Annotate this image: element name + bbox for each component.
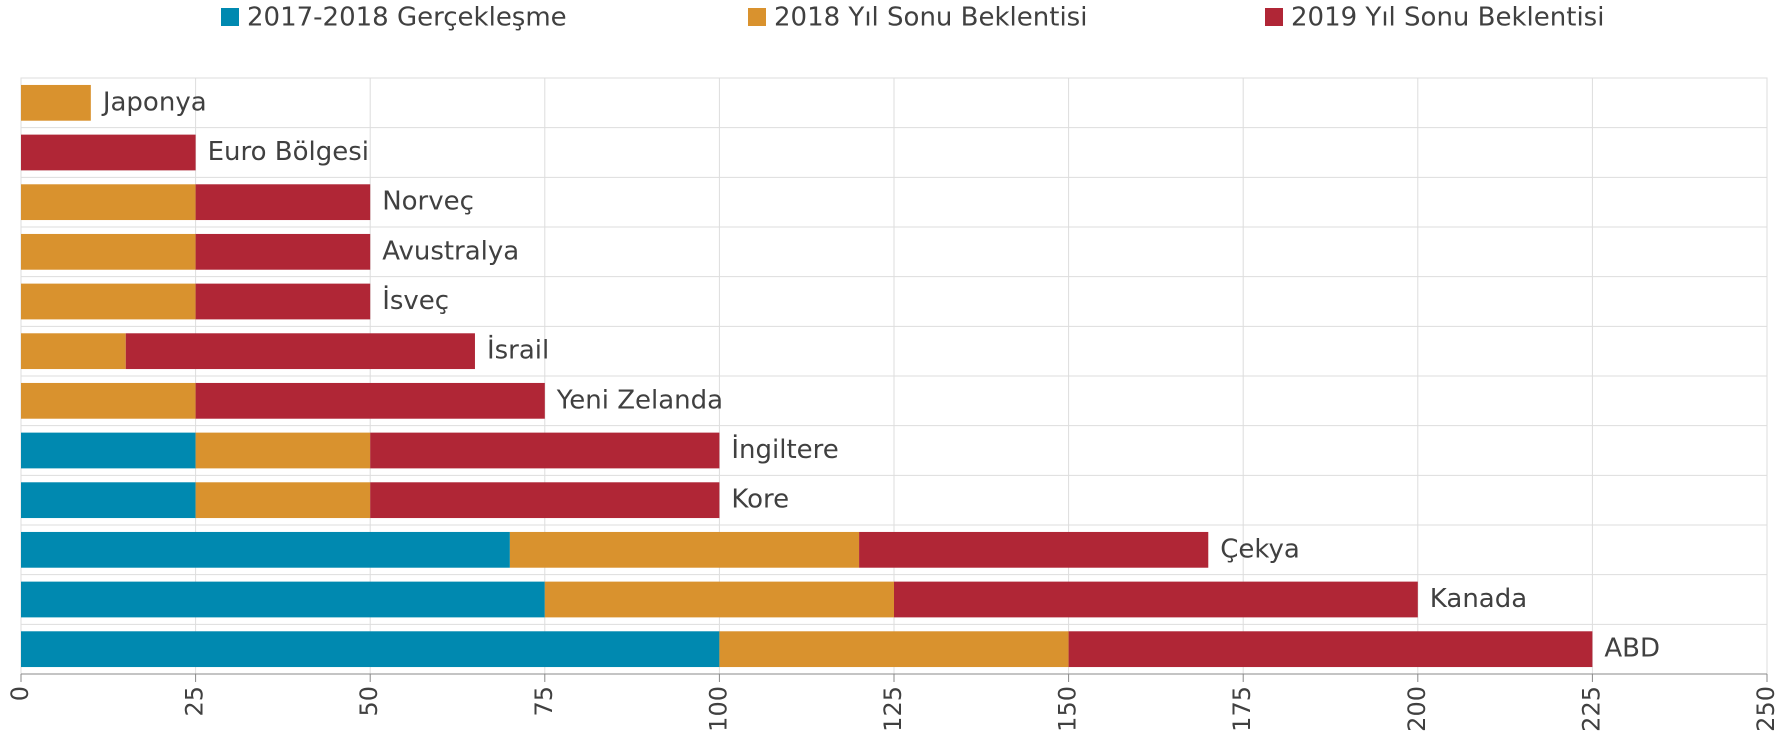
x-tick-label: 150 <box>1054 686 1082 732</box>
category-label: Kanada <box>1430 584 1527 614</box>
category-label: Euro Bölgesi <box>208 137 369 167</box>
x-tick-label: 0 <box>6 686 34 701</box>
legend-label: 2019 Yıl Sonu Beklentisi <box>1291 3 1604 33</box>
x-tick-label: 25 <box>181 686 209 717</box>
bar-segment <box>719 631 1069 668</box>
bar-segment <box>21 283 196 320</box>
bar-segment <box>21 631 720 668</box>
legend-label: 2018 Yıl Sonu Beklentisi <box>774 3 1087 33</box>
bar-segment <box>21 531 510 568</box>
bar-segment <box>509 531 860 568</box>
bar-segment <box>21 581 545 618</box>
bar-segment <box>195 382 545 419</box>
bar-segment <box>370 432 720 469</box>
bar-segment <box>21 382 196 419</box>
bar-segment <box>21 233 196 270</box>
x-tick-label: 100 <box>704 686 732 732</box>
bar-segment <box>195 432 371 469</box>
x-tick-label: 200 <box>1403 686 1431 732</box>
x-tick-label: 125 <box>879 686 907 732</box>
legend-swatch <box>748 8 766 26</box>
bar-segment <box>195 482 371 519</box>
category-label: İsrail <box>487 334 549 366</box>
category-label: Avustralya <box>382 236 519 266</box>
bar-segment <box>195 283 371 320</box>
category-label: Çekya <box>1220 534 1300 564</box>
bar-segment <box>370 482 720 519</box>
category-label: Yeni Zelanda <box>556 385 723 415</box>
bar-segment <box>1068 631 1593 668</box>
bar-segment <box>21 333 126 370</box>
bar-segment <box>21 432 196 469</box>
bar-segment <box>544 581 894 618</box>
bar-segment <box>894 581 1418 618</box>
x-tick-label: 75 <box>530 686 558 717</box>
bar-segment <box>195 184 371 221</box>
bar-segment <box>125 333 475 370</box>
category-label: ABD <box>1604 634 1660 664</box>
bar-segment <box>21 84 91 121</box>
x-tick-label: 250 <box>1752 686 1780 732</box>
legend-swatch <box>221 8 239 26</box>
legend-swatch <box>1265 8 1283 26</box>
bar-segment <box>21 184 196 221</box>
bar-segment <box>21 134 196 171</box>
x-tick-label: 225 <box>1577 686 1605 732</box>
category-label: Norveç <box>382 187 474 217</box>
x-tick-label: 175 <box>1228 686 1256 732</box>
bar-segment <box>21 482 196 519</box>
bar-segment <box>195 233 371 270</box>
category-label: Japonya <box>101 87 207 117</box>
category-label: Kore <box>731 485 789 515</box>
bar-segment <box>859 531 1209 568</box>
x-tick-label: 50 <box>355 686 383 717</box>
legend-label: 2017-2018 Gerçekleşme <box>247 3 567 33</box>
category-label: İngiltere <box>731 433 838 465</box>
category-label: İsveç <box>382 284 449 316</box>
